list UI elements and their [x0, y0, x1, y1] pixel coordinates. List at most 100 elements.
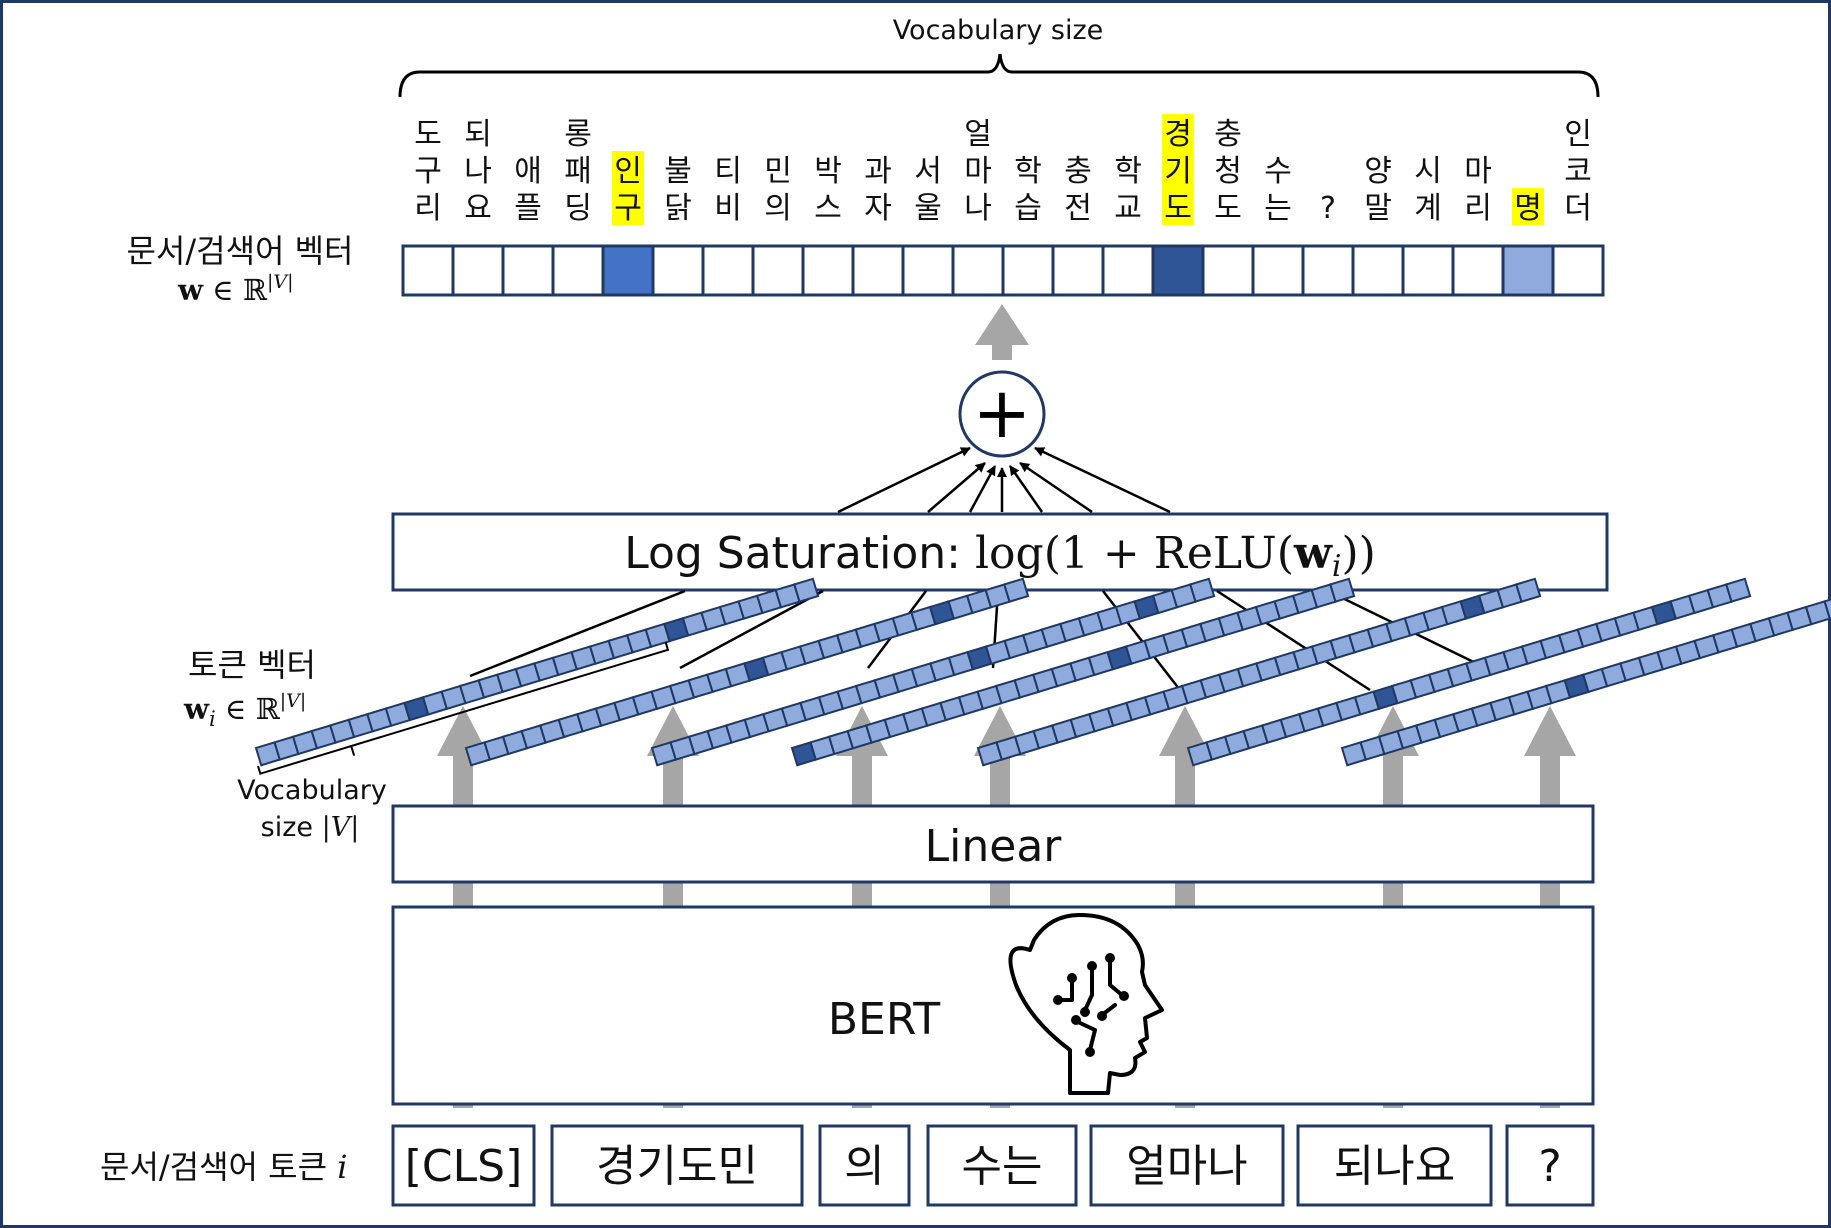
doc-vector-cell	[1101, 244, 1155, 297]
linear-box	[391, 804, 1595, 884]
token-vector	[464, 577, 1030, 767]
input-token-box	[818, 1124, 911, 1207]
doc-vector-cell	[951, 244, 1005, 297]
doc-vector-cell	[1551, 244, 1605, 297]
input-token-box	[1089, 1124, 1285, 1207]
vocab-word-char: 도	[1214, 191, 1242, 226]
input-token-text: 수는	[962, 1141, 1043, 1192]
vocab-word-char: 충	[1214, 117, 1242, 152]
vocab-word-char: 습	[1014, 191, 1042, 226]
vocab-word-highlight	[1162, 114, 1194, 151]
vocab-word-char: 민	[764, 154, 792, 189]
doc-vector-cell	[701, 244, 755, 297]
log-saturation-label: Log Saturation: log(1 + ReLU(wi))	[624, 528, 1376, 584]
vocab-word-char: 코	[1564, 154, 1592, 189]
vocab-word-char: 명	[1514, 191, 1542, 226]
linear-label: Linear	[925, 821, 1063, 872]
vocab-word-char: ?	[1320, 191, 1336, 226]
vocab-word-char: 나	[964, 191, 992, 226]
doc-vector-cells	[401, 244, 1605, 297]
doc-vector-cell	[1051, 244, 1105, 297]
vocab-word-char: 나	[464, 154, 492, 189]
vocab-word-highlight	[1162, 151, 1194, 188]
vocab-word-char: 경	[1164, 117, 1192, 152]
input-token-text: 되나요	[1334, 1141, 1455, 1192]
input-token-text: 의	[844, 1141, 884, 1192]
vocab-brace	[398, 53, 1600, 98]
vocab-word-char: 시	[1414, 154, 1442, 189]
token-vector-cell	[1725, 577, 1752, 603]
vocab-word-char: 과	[864, 154, 892, 189]
vocab-word-char: 애	[514, 154, 542, 189]
token-vector-cell	[1329, 577, 1356, 603]
vocab-word-char: 구	[414, 154, 442, 189]
doc-vector-cell	[1201, 244, 1255, 297]
doc-vector-cell	[1501, 244, 1555, 297]
input-token-text: 얼마나	[1126, 1141, 1247, 1192]
doc-vector-cell	[851, 244, 905, 297]
vocab-word-char: 요	[464, 191, 492, 226]
vocab-word-char: 마	[964, 154, 992, 189]
vocab-word-char: 전	[1064, 191, 1092, 226]
doc-vector-cell	[1251, 244, 1305, 297]
ai-head-circuit-nodes	[1053, 953, 1129, 1057]
flow-arrow-head	[1524, 706, 1576, 756]
doc-vector-cell	[1151, 244, 1205, 297]
doc-vector-cell	[551, 244, 605, 297]
vocab-word-char: 패	[564, 154, 592, 189]
token-vector	[790, 577, 1356, 767]
token-vector	[254, 577, 820, 767]
vocab-word-char: 교	[1114, 191, 1142, 226]
token-vector-label: 토큰 벡터	[188, 646, 316, 684]
input-token-label: 문서/검색어 토큰 i	[100, 1148, 347, 1186]
token-vector-formula: wi ∈ ℝ|V|	[183, 690, 306, 731]
vocab-word-char: 딩	[564, 191, 592, 226]
input-token-box	[550, 1124, 804, 1207]
doc-vector-cell	[751, 244, 805, 297]
vocab-word-char: 학	[1014, 154, 1042, 189]
token-vector-cell	[1003, 577, 1030, 603]
vocab-word-char: 자	[864, 191, 892, 226]
vocab-word-char: 말	[1364, 191, 1392, 226]
vocab-word-char: 롱	[564, 117, 592, 152]
doc-vector-cell	[1301, 244, 1355, 297]
vocab-word-char: 도	[414, 117, 442, 152]
doc-vector-cell	[1401, 244, 1455, 297]
vocab-word-char: 마	[1464, 154, 1492, 189]
vocab-word-char: 인	[1564, 117, 1592, 152]
token-vocab-label-line2: size |V|	[261, 812, 360, 843]
doc-vector-cell	[401, 244, 455, 297]
token-vectors	[254, 577, 1831, 767]
vocab-word-char: 수	[1264, 154, 1292, 189]
vocab-word-char: 계	[1414, 191, 1442, 226]
token-vector-cell	[1515, 577, 1542, 603]
vocab-size-label: Vocabulary size	[893, 15, 1104, 46]
vocab-word-char: 인	[614, 154, 642, 189]
vocab-word-labels: 도구리되나요애플롱패딩인구불닭티비민의박스과자서울얼마나학습충전학교경기도충청도…	[414, 114, 1592, 226]
vocab-word-highlight	[612, 151, 644, 188]
vocab-word-char: 울	[914, 191, 942, 226]
vocab-word-char: 티	[714, 154, 742, 189]
doc-vector-cell	[601, 244, 655, 297]
input-token-text: ?	[1538, 1141, 1561, 1192]
sum-to-vector-arrow	[975, 304, 1029, 360]
vocab-word-char: 스	[814, 191, 842, 226]
vocab-word-char: 기	[1164, 154, 1192, 189]
vocab-word-char: 얼	[964, 117, 992, 152]
aggregation-arrows	[837, 446, 1171, 514]
log-saturation-box	[391, 512, 1609, 592]
vocab-word-char: 의	[764, 191, 792, 226]
doc-vector-cell	[501, 244, 555, 297]
token-vector	[976, 577, 1542, 767]
token-vector	[1340, 594, 1831, 767]
input-token-box	[1505, 1124, 1595, 1207]
token-vocab-label-line1: Vocabulary	[237, 775, 387, 806]
input-token-text: [CLS]	[405, 1141, 523, 1192]
doc-vector-label: 문서/검색어 벡터	[126, 232, 353, 270]
doc-vector-cell	[651, 244, 705, 297]
vocab-word-char: 플	[514, 191, 542, 226]
vocab-word-char: 도	[1164, 191, 1192, 226]
vocab-word-char: 닭	[664, 191, 692, 226]
input-token-text: 경기도민	[596, 1141, 758, 1192]
doc-vector-cell	[1001, 244, 1055, 297]
